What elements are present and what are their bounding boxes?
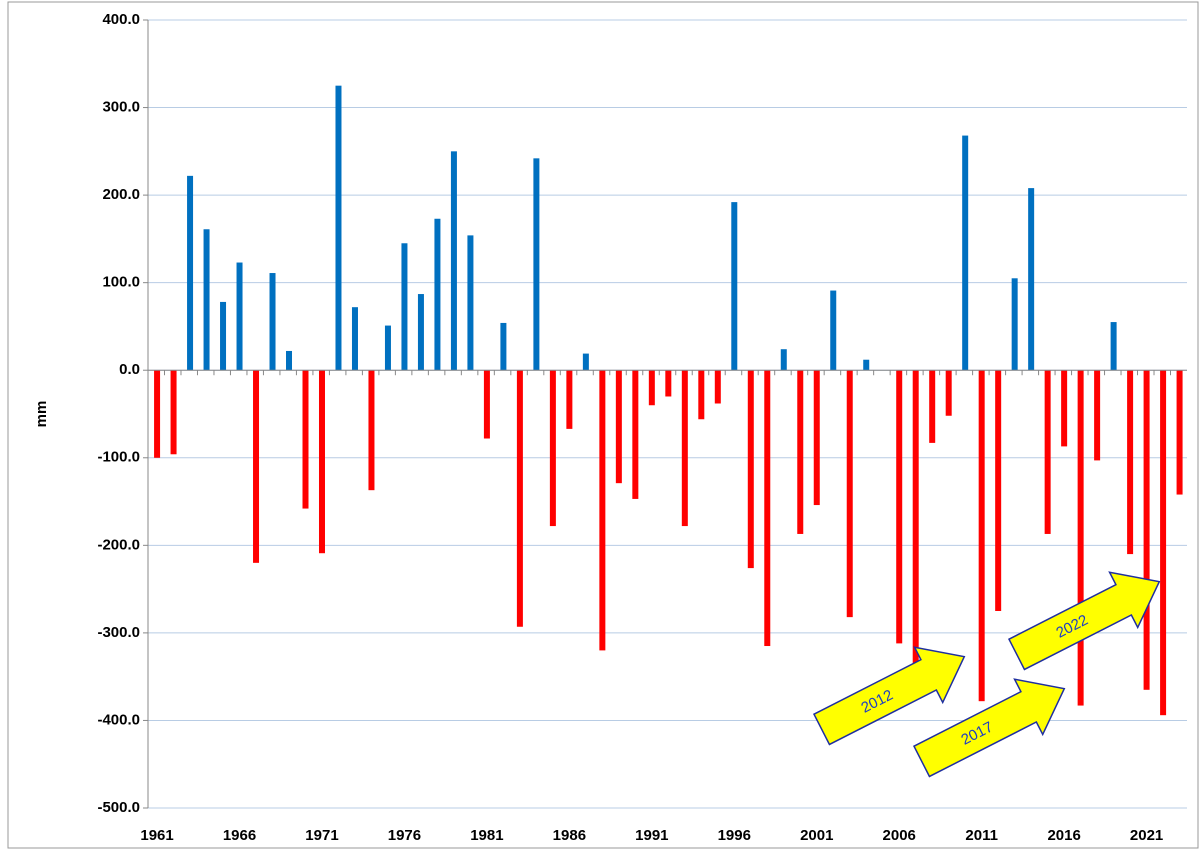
bar (1044, 370, 1051, 534)
bar (1077, 370, 1084, 706)
bar (187, 175, 194, 371)
y-tick-label: -200.0 (97, 536, 140, 553)
bar (648, 370, 655, 406)
bar (747, 370, 754, 569)
bar (665, 370, 672, 397)
bar (1094, 370, 1101, 461)
bar (764, 370, 771, 647)
bar (154, 370, 161, 458)
bar (286, 350, 293, 371)
bar (368, 370, 375, 491)
bar (1028, 188, 1035, 371)
x-tick-label: 1996 (718, 827, 751, 844)
bar (533, 158, 540, 371)
bar (566, 370, 573, 429)
annotation-arrow: 2022 (1007, 571, 1161, 671)
y-tick-label: 0.0 (119, 361, 140, 378)
bar (467, 235, 474, 371)
y-tick-label: 300.0 (102, 99, 140, 116)
x-tick-label: 2021 (1130, 827, 1163, 844)
bar (1061, 370, 1068, 447)
y-tick-label: -500.0 (97, 799, 140, 816)
bar (351, 307, 358, 371)
y-axis-label: mm (33, 401, 50, 428)
bar (384, 325, 391, 371)
bar (698, 370, 705, 420)
y-tick-label: 200.0 (102, 186, 140, 203)
bar (236, 262, 243, 371)
bar (1176, 370, 1183, 495)
x-tick-label: 2006 (883, 827, 916, 844)
arrow-shape (1007, 571, 1161, 671)
bar (615, 370, 622, 484)
x-tick-label: 1986 (553, 827, 586, 844)
bar (253, 370, 260, 563)
chart-border (7, 1, 1199, 849)
bar (450, 151, 457, 371)
bar (500, 322, 507, 371)
bar (912, 370, 919, 668)
bar (830, 290, 837, 371)
x-tick-label: 1976 (388, 827, 421, 844)
x-tick-label: 2016 (1047, 827, 1080, 844)
bar (203, 229, 210, 371)
bar (896, 370, 903, 644)
x-tick-label: 2001 (800, 827, 833, 844)
bar (945, 370, 952, 416)
x-tick-label: 2011 (965, 827, 998, 844)
bar (1143, 370, 1150, 690)
bar (1011, 278, 1018, 371)
bar (863, 359, 870, 371)
annotation-arrow: 2012 (812, 646, 966, 746)
bar (962, 135, 969, 371)
bar (797, 370, 804, 534)
bar (549, 370, 556, 527)
bar (846, 370, 853, 618)
bar (978, 370, 985, 702)
bar (714, 370, 721, 404)
bar (731, 202, 738, 371)
bar (599, 370, 606, 651)
bar (813, 370, 820, 506)
x-tick-label: 1991 (635, 827, 668, 844)
x-tick-label: 1981 (470, 827, 503, 844)
y-tick-label: -300.0 (97, 624, 140, 641)
bar (269, 273, 276, 371)
bar (681, 370, 688, 527)
bar (170, 370, 177, 455)
bar (335, 85, 342, 371)
x-tick-label: 1966 (223, 827, 256, 844)
bar (417, 294, 424, 371)
bar (302, 370, 309, 509)
y-tick-label: 100.0 (102, 274, 140, 291)
bar (516, 370, 523, 627)
bar (632, 370, 639, 499)
bar (1110, 322, 1117, 371)
arrow-shape (812, 646, 966, 746)
bar (220, 301, 227, 371)
y-tick-label: 400.0 (102, 11, 140, 28)
bar (780, 349, 787, 371)
bar (318, 370, 325, 554)
y-tick-label: -100.0 (97, 449, 140, 466)
x-tick-label: 1961 (140, 827, 173, 844)
arrow-shape (912, 678, 1066, 778)
bar (483, 370, 490, 439)
x-tick-label: 1971 (305, 827, 338, 844)
y-tick-label: -400.0 (97, 711, 140, 728)
bar (582, 353, 589, 371)
bar (995, 370, 1002, 611)
bar (1160, 370, 1167, 716)
annotation-arrow: 2017 (912, 678, 1066, 778)
bar (401, 243, 408, 371)
bar (434, 218, 441, 371)
bar (1127, 370, 1134, 555)
bar (929, 370, 936, 443)
